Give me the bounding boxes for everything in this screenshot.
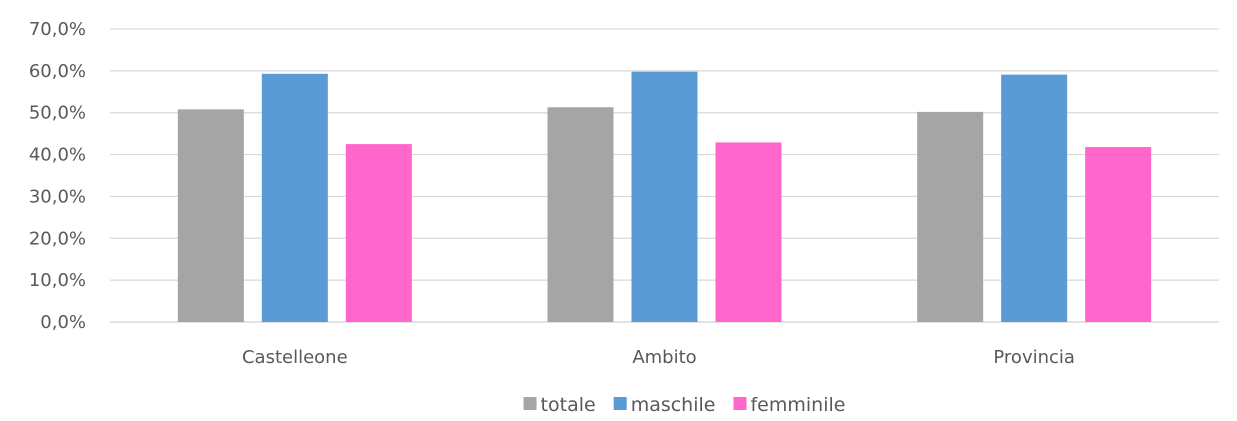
y-tick-label: 10,0% [29, 270, 86, 291]
legend-item-femminile: femminile [733, 394, 845, 416]
bar-totale-castelleone [177, 109, 244, 322]
y-tick-label: 40,0% [29, 145, 86, 166]
bar-maschile-provincia [1001, 74, 1068, 322]
legend-swatch [613, 397, 627, 410]
legend-label: totale [541, 394, 596, 416]
legend-swatch [733, 397, 747, 410]
bar-maschile-ambito [631, 71, 698, 323]
y-tick-label: 70,0% [29, 19, 86, 40]
bar-maschile-castelleone [261, 73, 328, 322]
bar-totale-ambito [547, 107, 614, 322]
bar-femminile-ambito [715, 142, 782, 322]
y-tick-label: 0,0% [40, 312, 86, 333]
y-tick-label: 50,0% [29, 103, 86, 124]
legend-swatch [523, 397, 537, 410]
x-category-label: Ambito [632, 347, 696, 368]
y-axis-tick-labels: 0,0% 10,0% 20,0% 30,0% 40,0% 50,0% 60,0% 70,0% [29, 19, 86, 333]
legend-item-maschile: maschile [613, 394, 716, 416]
legend-label: femminile [750, 394, 845, 416]
legend-label: maschile [631, 394, 716, 416]
y-tick-label: 60,0% [29, 61, 86, 82]
x-axis-category-labels: Castelleone Ambito Provincia [242, 347, 1075, 368]
x-category-label: Provincia [993, 347, 1075, 368]
legend: totale maschile femminile [523, 394, 845, 416]
x-category-label: Castelleone [242, 347, 348, 368]
bar-femminile-castelleone [345, 144, 412, 322]
bars [177, 71, 1152, 323]
y-tick-label: 30,0% [29, 186, 86, 207]
bar-femminile-provincia [1085, 147, 1152, 322]
bar-totale-provincia [917, 111, 984, 323]
y-tick-label: 20,0% [29, 228, 86, 249]
legend-item-totale: totale [523, 394, 596, 416]
